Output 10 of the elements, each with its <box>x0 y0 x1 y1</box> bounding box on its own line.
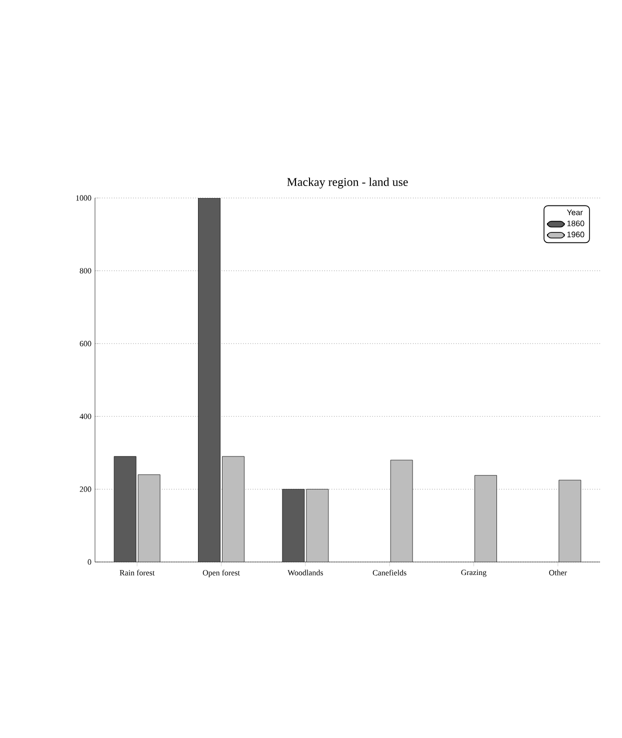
chart-title: Mackay region - land use <box>287 178 408 188</box>
bar <box>222 456 244 562</box>
bar <box>198 198 220 562</box>
bar <box>558 480 582 562</box>
bar <box>390 460 413 562</box>
bar <box>138 474 160 562</box>
bar <box>306 489 328 562</box>
bar <box>282 488 305 562</box>
bar <box>474 475 497 562</box>
bar <box>114 456 136 562</box>
